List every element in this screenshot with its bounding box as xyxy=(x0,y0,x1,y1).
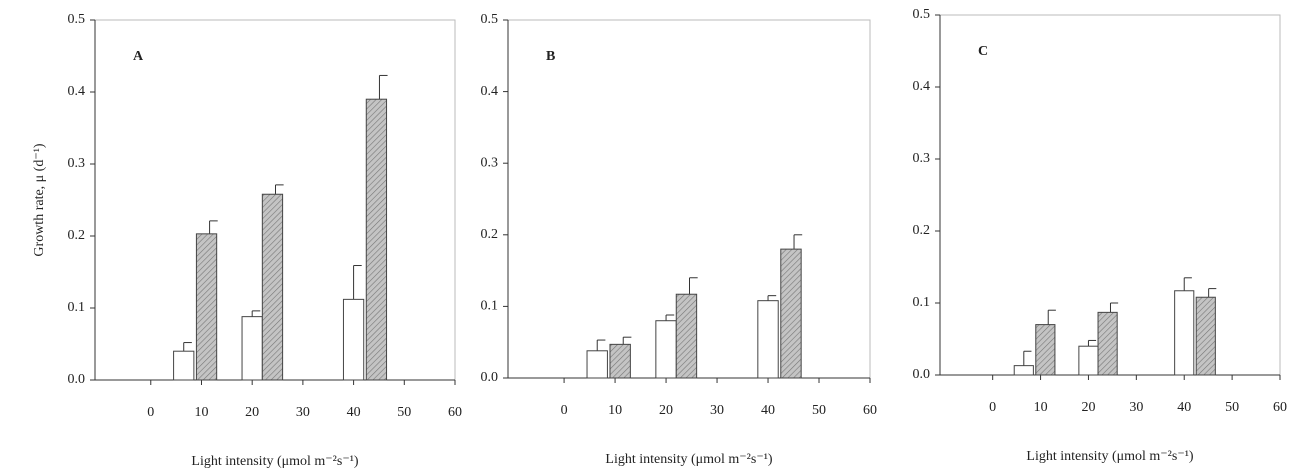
y-tick-label: 0.1 xyxy=(913,295,931,310)
y-tick-label: 0.3 xyxy=(913,151,931,166)
x-tick-label: 30 xyxy=(710,403,724,418)
bar xyxy=(1195,296,1216,376)
x-tick-label: 10 xyxy=(1034,400,1048,415)
x-tick-label: 30 xyxy=(296,405,310,420)
y-tick-label: 0.1 xyxy=(68,300,86,315)
x-tick-label: 30 xyxy=(1129,400,1143,415)
x-tick-label: 20 xyxy=(245,405,259,420)
y-tick-label: 0.4 xyxy=(68,84,86,99)
y-tick-label: 0.5 xyxy=(913,7,931,22)
bar xyxy=(609,343,631,379)
bar xyxy=(261,193,284,381)
x-tick-label: 0 xyxy=(989,400,996,415)
x-tick-label: 10 xyxy=(608,403,622,418)
bar xyxy=(1174,290,1195,376)
y-tick-label: 0.0 xyxy=(481,370,499,385)
y-tick-label: 0.1 xyxy=(481,299,499,314)
y-tick-label: 0.2 xyxy=(913,223,931,238)
x-axis-label: Light intensity (μmol m⁻²s⁻¹) xyxy=(191,454,359,469)
bar xyxy=(173,350,195,381)
y-tick-label: 0.2 xyxy=(68,228,86,243)
y-tick-label: 0.3 xyxy=(68,156,86,171)
bar xyxy=(586,350,608,379)
bar xyxy=(1035,324,1056,376)
bar xyxy=(675,293,698,379)
panel-label: A xyxy=(133,49,144,64)
bar xyxy=(1097,311,1118,376)
y-tick-label: 0.0 xyxy=(68,372,86,387)
bar xyxy=(195,233,218,381)
x-tick-label: 40 xyxy=(347,405,361,420)
y-tick-label: 0.5 xyxy=(68,12,86,27)
x-tick-label: 50 xyxy=(397,405,411,420)
bar xyxy=(342,298,365,381)
y-tick-label: 0.0 xyxy=(913,367,931,382)
x-tick-label: 0 xyxy=(561,403,568,418)
bar xyxy=(241,316,263,381)
y-tick-label: 0.2 xyxy=(481,227,499,242)
x-axis-label: Light intensity (μmol m⁻²s⁻¹) xyxy=(1026,449,1194,464)
x-tick-label: 60 xyxy=(863,403,877,418)
x-tick-label: 60 xyxy=(448,405,462,420)
x-tick-label: 0 xyxy=(147,405,154,420)
x-axis-label: Light intensity (μmol m⁻²s⁻¹) xyxy=(605,452,773,467)
bar xyxy=(780,248,802,379)
y-tick-label: 0.4 xyxy=(481,84,499,99)
x-tick-label: 60 xyxy=(1273,400,1287,415)
x-tick-label: 50 xyxy=(1225,400,1239,415)
bar xyxy=(1078,345,1099,376)
x-tick-label: 40 xyxy=(761,403,775,418)
bar xyxy=(655,320,677,379)
panel-label: B xyxy=(546,49,555,64)
y-axis-label: Growth rate, μ (d⁻¹) xyxy=(32,143,47,257)
x-tick-label: 10 xyxy=(194,405,208,420)
y-tick-label: 0.3 xyxy=(481,155,499,170)
bar xyxy=(1013,365,1034,376)
y-tick-label: 0.5 xyxy=(481,12,499,27)
bar xyxy=(365,98,388,381)
x-tick-label: 20 xyxy=(1081,400,1095,415)
x-tick-label: 50 xyxy=(812,403,826,418)
panel-label: C xyxy=(978,44,988,59)
bar xyxy=(757,300,779,379)
y-tick-label: 0.4 xyxy=(913,79,931,94)
x-tick-label: 40 xyxy=(1177,400,1191,415)
x-tick-label: 20 xyxy=(659,403,673,418)
